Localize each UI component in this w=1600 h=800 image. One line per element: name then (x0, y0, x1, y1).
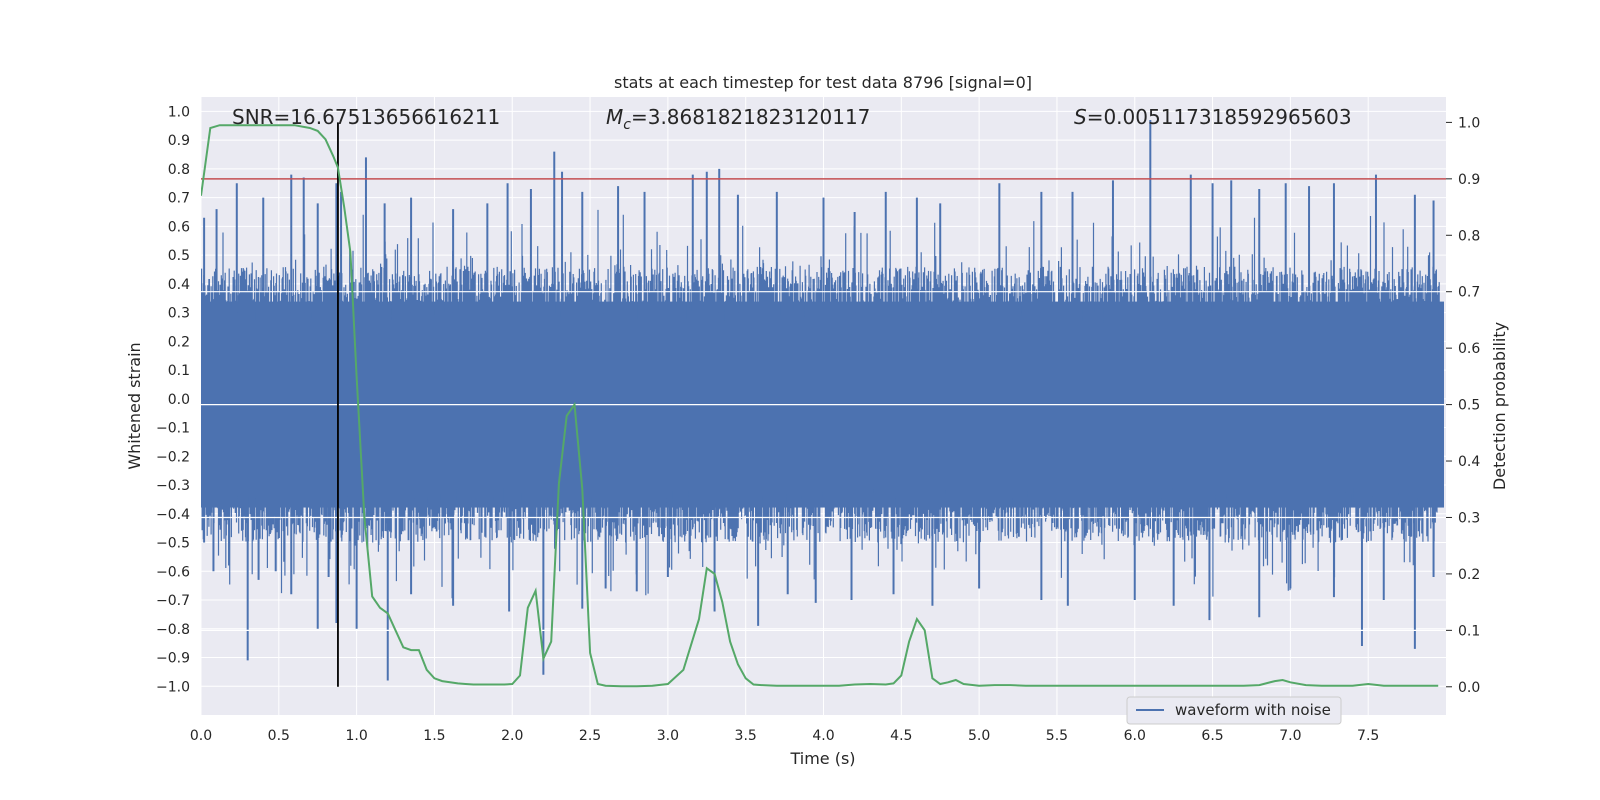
y-left-tick-label: 0.7 (168, 191, 190, 207)
y-left-tick-label: 0.8 (168, 162, 190, 178)
y-right-tick-label: 0.7 (1458, 285, 1480, 301)
x-tick-label: 5.5 (1046, 728, 1068, 744)
x-tick-label: 3.0 (657, 728, 679, 744)
chirp-mass-symbol: M (606, 105, 623, 129)
detection-probability-line (201, 124, 1439, 688)
legend-box (1126, 696, 1342, 725)
s-symbol: S (1074, 105, 1087, 129)
y-left-tick-label: −0.5 (156, 536, 190, 552)
y-left-tick-label: 0.9 (168, 133, 190, 149)
y-left-tick-label: 0.5 (168, 248, 190, 264)
y-right-tick-label: 0.9 (1458, 172, 1480, 188)
y-left-tick-label: −0.1 (156, 421, 190, 437)
y-right-axis-label: Detection probability (1490, 322, 1509, 490)
y-left-tick-label: 0.4 (168, 277, 190, 293)
y-left-axis-ticks: 1.0 0.9 0.8 0.7 0.6 0.5 0.4 0.3 0.2 0.1 0.0 −0.1 −0.… (156, 104, 190, 695)
y-left-tick-label: 0.0 (168, 392, 190, 408)
waveform-series (201, 119, 1446, 681)
y-right-tick-label: 0.1 (1458, 623, 1480, 639)
y-left-tick-label: −0.8 (156, 622, 190, 638)
x-tick-label: 5.0 (968, 728, 990, 744)
x-tick-label: 0.0 (190, 728, 212, 744)
y-right-tick-label: 0.5 (1458, 398, 1480, 414)
x-tick-label: 3.5 (735, 728, 757, 744)
s-annotation: S=0.005117318592965603 (1074, 105, 1352, 129)
x-axis-ticks: 0.0 0.5 1.0 1.5 2.0 2.5 3.0 3.5 4.0 4.5 5.0 5.5 6.0 6… (190, 728, 1379, 744)
s-value: =0.005117318592965603 (1087, 105, 1352, 129)
y-right-tick-label: 1.0 (1458, 115, 1480, 131)
y-right-tick-label: 0.6 (1458, 341, 1480, 357)
x-tick-label: 4.0 (812, 728, 834, 744)
y-left-tick-label: 0.2 (168, 334, 190, 350)
y-left-tick-label: −0.9 (156, 651, 190, 667)
x-tick-label: 2.0 (501, 728, 523, 744)
y-right-tick-label: 0.2 (1458, 567, 1480, 583)
x-tick-label: 1.0 (345, 728, 367, 744)
y-left-tick-label: −0.6 (156, 564, 190, 580)
y-right-tick-label: 0.3 (1458, 510, 1480, 526)
y-left-tick-label: 0.1 (168, 363, 190, 379)
legend: waveform with noise (1126, 696, 1342, 725)
x-tick-label: 6.0 (1124, 728, 1146, 744)
y-left-axis-label: Whitened strain (125, 342, 144, 469)
x-tick-label: 7.0 (1279, 728, 1301, 744)
x-tick-label: 6.5 (1201, 728, 1223, 744)
x-tick-label: 2.5 (579, 728, 601, 744)
legend-label-waveform: waveform with noise (1175, 701, 1331, 719)
y-left-tick-label: −1.0 (156, 679, 190, 695)
x-tick-label: 1.5 (423, 728, 445, 744)
y-left-tick-label: 0.6 (168, 219, 190, 235)
snr-annotation: SNR=16.67513656616211 (232, 105, 500, 129)
x-tick-label: 4.5 (890, 728, 912, 744)
chirp-mass-annotation: Mc=3.8681821823120117 (606, 105, 870, 133)
y-left-tick-label: −0.7 (156, 593, 190, 609)
y-left-tick-label: −0.4 (156, 507, 190, 523)
chirp-mass-subscript: c (623, 117, 631, 133)
y-left-tick-label: −0.3 (156, 478, 190, 494)
x-tick-label: 0.5 (268, 728, 290, 744)
x-tick-label: 7.5 (1357, 728, 1379, 744)
y-left-tick-label: 0.3 (168, 306, 190, 322)
chart-title: stats at each timestep for test data 879… (614, 73, 1032, 92)
y-right-tick-label: 0.4 (1458, 454, 1480, 470)
y-right-axis-ticks: 0.0 0.1 0.2 0.3 0.4 0.5 0.6 0.7 0.8 0.9 1.0 (1446, 115, 1480, 696)
overlay-layer (201, 122, 1446, 688)
x-axis-label: Time (s) (789, 749, 855, 768)
y-right-tick-label: 0.8 (1458, 228, 1480, 244)
y-left-tick-label: 1.0 (168, 104, 190, 120)
y-left-tick-label: −0.2 (156, 449, 190, 465)
y-right-tick-label: 0.0 (1458, 680, 1480, 696)
chirp-mass-value: =3.8681821823120117 (631, 105, 870, 129)
